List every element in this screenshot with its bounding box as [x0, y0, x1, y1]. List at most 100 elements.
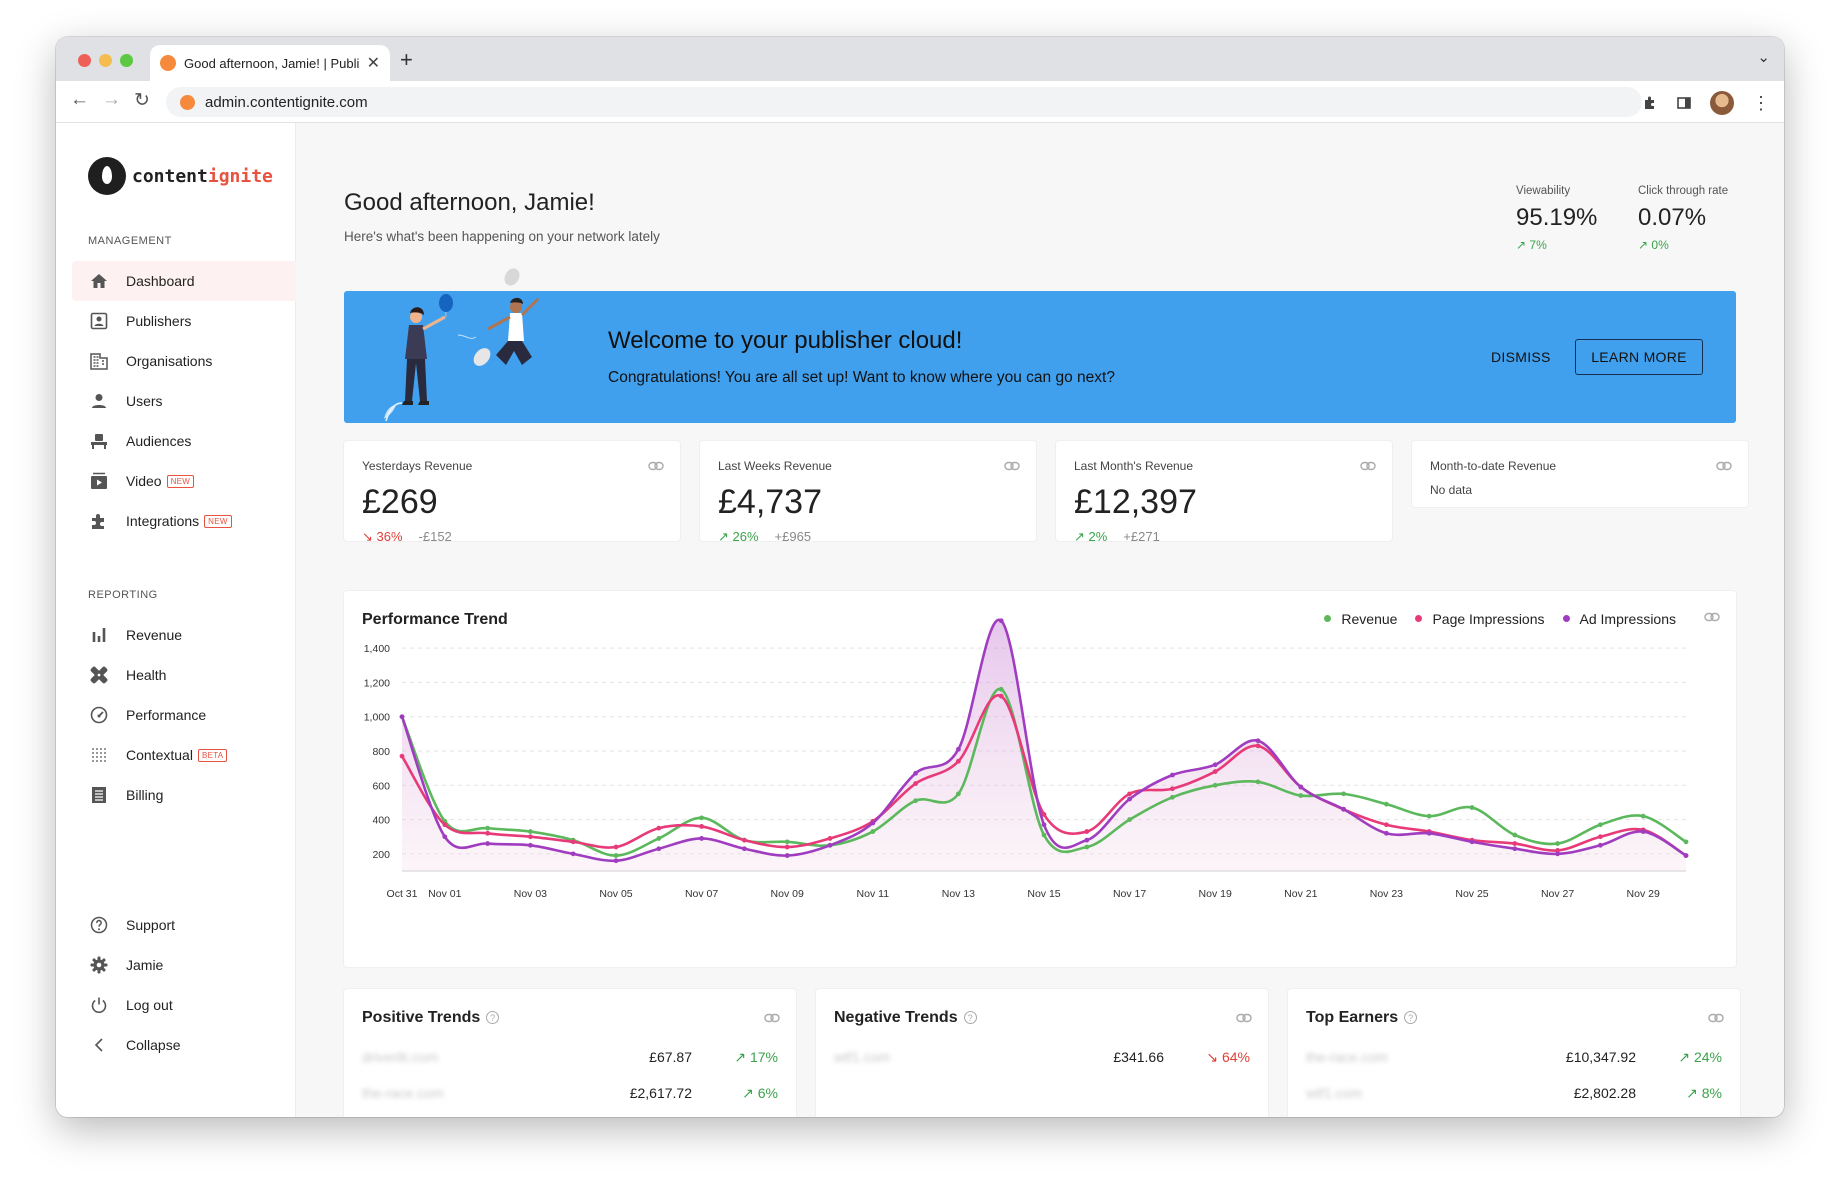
percent-change: ↗ 8%: [1686, 1085, 1722, 1101]
tab-search-chevron-icon[interactable]: ⌄: [1757, 49, 1770, 66]
sidebar-item-label: Dashboard: [126, 273, 195, 289]
sidebar-item-audiences[interactable]: Audiences: [72, 421, 296, 461]
link-icon[interactable]: [1708, 1010, 1724, 1023]
leaf-decoration-icon: [504, 268, 520, 286]
maximize-window-button[interactable]: [120, 54, 133, 67]
ad-impressions-point: [570, 851, 576, 857]
browser-menu-icon[interactable]: ⋮: [1752, 92, 1770, 113]
ad-impressions-point: [528, 842, 533, 848]
card-value: £269: [362, 483, 438, 521]
page-impressions-point: [485, 830, 490, 836]
page-impressions-point: [1555, 848, 1560, 853]
trend-row[interactable]: wtf1.com £2,802.28 ↗ 8%: [1306, 1085, 1722, 1105]
trend-card-positive-trends: Positive Trends? driver8i.com £67.87 ↗ 17% t…: [344, 989, 796, 1117]
help-icon[interactable]: ?: [486, 1011, 500, 1024]
link-icon[interactable]: [1704, 612, 1720, 622]
page-impressions-point: [1041, 812, 1047, 817]
link-icon[interactable]: [1004, 458, 1020, 471]
page-title: Good afternoon, Jamie!: [344, 189, 595, 216]
profile-avatar[interactable]: [1710, 91, 1734, 115]
revenue-point: [784, 839, 790, 845]
back-arrow-icon[interactable]: ←: [70, 89, 89, 110]
legend-item-page-impressions[interactable]: Page Impressions: [1415, 611, 1545, 627]
logo[interactable]: content ignite: [88, 157, 273, 195]
link-icon[interactable]: [764, 1010, 780, 1023]
revenue-point: [1683, 839, 1689, 845]
ad-impressions-point: [1512, 846, 1518, 852]
amount: £2,802.28: [1573, 1085, 1636, 1101]
legend-dot: [1324, 615, 1332, 622]
revenue-point: [956, 791, 961, 797]
sidebar-item-billing[interactable]: Billing: [72, 775, 296, 815]
x-tick-label: Nov 27: [1541, 888, 1574, 900]
link-icon[interactable]: [1360, 458, 1376, 471]
sidebar-item-collapse[interactable]: Collapse: [72, 1025, 296, 1065]
trend-row[interactable]: wtf1.com £341.66 ↘ 64%: [834, 1049, 1250, 1069]
page-impressions-point: [1212, 769, 1218, 774]
reload-icon[interactable]: ↻: [134, 90, 150, 111]
revenue-point: [699, 815, 704, 821]
kpi-change: ↗ 7%: [1516, 238, 1547, 252]
sidebar-item-integrations[interactable]: Integrations NEW: [72, 501, 296, 541]
card-change-amount: +£271: [1123, 529, 1160, 544]
x-tick-label: Oct 31: [387, 888, 418, 900]
sidebar-item-revenue[interactable]: Revenue: [72, 615, 296, 655]
browser-toolbar: ← → ↻ admin.contentignite.com ⋮: [56, 81, 1784, 123]
sidebar-item-users[interactable]: Users: [72, 381, 296, 421]
no-data-text: No data: [1430, 483, 1473, 497]
speedometer-icon: [88, 704, 110, 726]
link-icon[interactable]: [1716, 458, 1732, 471]
ad-impressions-point: [613, 858, 619, 864]
browser-tab[interactable]: Good afternoon, Jamie! | Publisher Cloud…: [150, 45, 390, 81]
address-bar[interactable]: admin.contentignite.com: [166, 87, 1642, 117]
trend-row[interactable]: the-race.com £2,617.72 ↗ 6%: [362, 1085, 778, 1105]
sidebar-item-log-out[interactable]: Log out: [72, 985, 296, 1025]
sidebar-item-contextual[interactable]: Contextual BETA: [72, 735, 296, 775]
sidebar-item-dashboard[interactable]: Dashboard: [72, 261, 296, 301]
card-change-percent: ↗ 26%: [718, 529, 759, 544]
badge: BETA: [197, 748, 228, 762]
sidebar-item-video[interactable]: Video NEW: [72, 461, 296, 501]
legend-label: Ad Impressions: [1579, 611, 1676, 627]
home-icon: [88, 270, 110, 292]
sidebar-item-performance[interactable]: Performance: [72, 695, 296, 735]
help-circle-icon: [88, 914, 110, 936]
forward-arrow-icon[interactable]: →: [102, 89, 121, 110]
kpi-viewability: Viewability 95.19% ↗ 7%: [1516, 185, 1597, 252]
new-tab-button[interactable]: +: [400, 47, 413, 72]
page-impressions-point: [1127, 791, 1132, 797]
minimize-window-button[interactable]: [99, 54, 112, 67]
revenue-point: [656, 836, 662, 841]
card-label: Last Month's Revenue: [1074, 459, 1194, 473]
ad-impressions-point: [1212, 762, 1218, 768]
side-panel-icon[interactable]: [1676, 95, 1692, 111]
sidebar-item-publishers[interactable]: Publishers: [72, 301, 296, 341]
y-tick-label: 600: [372, 780, 390, 792]
legend-item-ad-impressions[interactable]: Ad Impressions: [1562, 611, 1676, 627]
learn-more-button[interactable]: LEARN MORE: [1575, 339, 1703, 375]
x-tick-label: Nov 29: [1627, 888, 1660, 900]
trend-row[interactable]: the-race.com £10,347.92 ↗ 24%: [1306, 1049, 1722, 1069]
sidebar-item-support[interactable]: Support: [72, 905, 296, 945]
site-name: driver8i.com: [362, 1049, 439, 1065]
chart-legend: Revenue Page Impressions Ad Impressions: [1324, 611, 1676, 627]
trend-row[interactable]: driver8i.com £67.87 ↗ 17%: [362, 1049, 778, 1069]
sidebar-item-health[interactable]: Health: [72, 655, 296, 695]
sidebar-item-jamie[interactable]: Jamie: [72, 945, 296, 985]
dismiss-button[interactable]: DISMISS: [1491, 349, 1551, 365]
id-card-icon: [88, 310, 110, 332]
link-icon[interactable]: [1236, 1010, 1252, 1023]
extensions-puzzle-icon[interactable]: [1642, 95, 1658, 111]
logo-text-content: content: [132, 165, 208, 187]
link-icon[interactable]: [648, 458, 664, 471]
close-window-button[interactable]: [78, 54, 91, 67]
y-tick-label: 200: [372, 849, 390, 861]
help-icon[interactable]: ?: [963, 1011, 977, 1024]
sidebar-item-organisations[interactable]: Organisations: [72, 341, 296, 381]
ad-impressions-point: [1170, 772, 1175, 778]
help-icon[interactable]: ?: [1404, 1011, 1418, 1024]
legend-item-revenue[interactable]: Revenue: [1324, 611, 1397, 627]
close-tab-icon[interactable]: ✕: [366, 55, 380, 72]
page-impressions-point: [998, 693, 1004, 699]
y-tick-label: 1,400: [364, 643, 390, 655]
